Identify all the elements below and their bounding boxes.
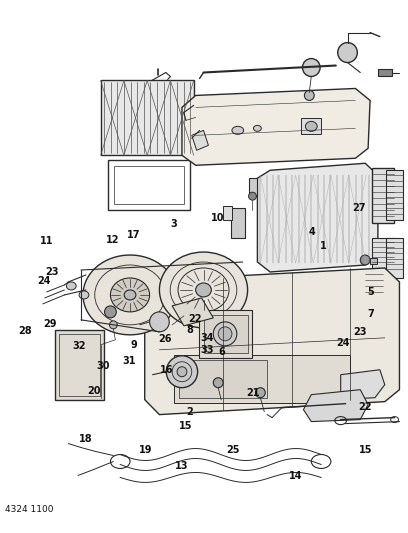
Text: 23: 23 — [353, 327, 367, 337]
Ellipse shape — [218, 327, 232, 341]
Bar — [58, 334, 100, 395]
Ellipse shape — [338, 43, 357, 62]
Text: 21: 21 — [247, 388, 260, 398]
Text: 34: 34 — [200, 333, 213, 343]
Text: 32: 32 — [73, 341, 86, 351]
Ellipse shape — [160, 252, 248, 328]
Polygon shape — [257, 163, 378, 272]
Text: 16: 16 — [160, 365, 173, 375]
Ellipse shape — [111, 278, 150, 312]
Ellipse shape — [104, 306, 116, 318]
Bar — [378, 69, 392, 77]
Text: 25: 25 — [227, 445, 240, 455]
Text: 11: 11 — [40, 236, 53, 246]
Text: 19: 19 — [139, 445, 152, 455]
Text: 5: 5 — [367, 287, 374, 297]
Ellipse shape — [248, 192, 256, 200]
Text: 22: 22 — [359, 402, 372, 413]
Text: 28: 28 — [19, 326, 32, 336]
Text: 29: 29 — [43, 319, 56, 329]
Text: 31: 31 — [123, 356, 136, 366]
Bar — [174, 355, 350, 402]
Text: 14: 14 — [288, 472, 302, 481]
Text: 4324 1100: 4324 1100 — [5, 505, 54, 514]
Bar — [199, 310, 253, 358]
Polygon shape — [192, 131, 208, 150]
Ellipse shape — [150, 312, 169, 332]
Text: 4: 4 — [309, 227, 315, 237]
Text: 15: 15 — [359, 445, 372, 455]
Bar — [223, 206, 232, 220]
Bar — [55, 330, 104, 400]
Bar — [101, 80, 194, 155]
Bar — [365, 270, 383, 300]
Text: 10: 10 — [211, 213, 224, 223]
Ellipse shape — [79, 291, 89, 299]
Bar — [386, 170, 404, 220]
Ellipse shape — [360, 255, 370, 265]
Ellipse shape — [302, 59, 320, 77]
Bar — [370, 258, 377, 264]
Ellipse shape — [213, 378, 223, 387]
Bar — [204, 315, 248, 353]
Bar — [114, 166, 184, 204]
Ellipse shape — [304, 91, 314, 100]
Polygon shape — [182, 88, 370, 165]
Text: 12: 12 — [106, 235, 119, 245]
Ellipse shape — [196, 283, 211, 297]
Ellipse shape — [232, 126, 244, 134]
Bar — [231, 208, 245, 238]
Text: 15: 15 — [179, 421, 192, 431]
Ellipse shape — [67, 282, 76, 290]
Bar — [109, 160, 190, 210]
Text: 18: 18 — [79, 434, 92, 445]
Text: 3: 3 — [170, 219, 177, 229]
Bar — [386, 238, 404, 278]
Bar — [372, 238, 394, 268]
Polygon shape — [145, 268, 399, 415]
Text: 2: 2 — [186, 407, 193, 417]
Text: 1: 1 — [320, 241, 327, 251]
Text: 24: 24 — [38, 277, 51, 286]
Polygon shape — [172, 298, 213, 326]
Bar — [248, 178, 257, 196]
Text: 20: 20 — [87, 386, 100, 397]
Ellipse shape — [166, 356, 197, 387]
Text: 30: 30 — [96, 361, 109, 372]
Ellipse shape — [253, 125, 261, 131]
Polygon shape — [341, 370, 385, 400]
Ellipse shape — [83, 255, 177, 335]
Text: 6: 6 — [218, 346, 225, 357]
Ellipse shape — [306, 122, 317, 131]
Text: 9: 9 — [130, 340, 137, 350]
Ellipse shape — [124, 290, 136, 300]
Text: 24: 24 — [337, 337, 350, 348]
Text: 23: 23 — [46, 267, 59, 277]
Text: 7: 7 — [367, 309, 374, 319]
Ellipse shape — [177, 367, 187, 377]
Text: 22: 22 — [188, 313, 202, 324]
Bar — [179, 360, 267, 398]
Bar — [302, 118, 321, 134]
Ellipse shape — [255, 387, 265, 398]
Text: 26: 26 — [159, 334, 172, 344]
Text: 17: 17 — [127, 230, 141, 240]
Ellipse shape — [109, 321, 117, 329]
Ellipse shape — [213, 322, 237, 346]
Bar — [372, 168, 394, 223]
Text: 8: 8 — [186, 325, 193, 335]
Text: 33: 33 — [200, 345, 213, 356]
Polygon shape — [304, 390, 368, 422]
Text: 27: 27 — [352, 203, 365, 213]
Text: 13: 13 — [175, 461, 188, 471]
